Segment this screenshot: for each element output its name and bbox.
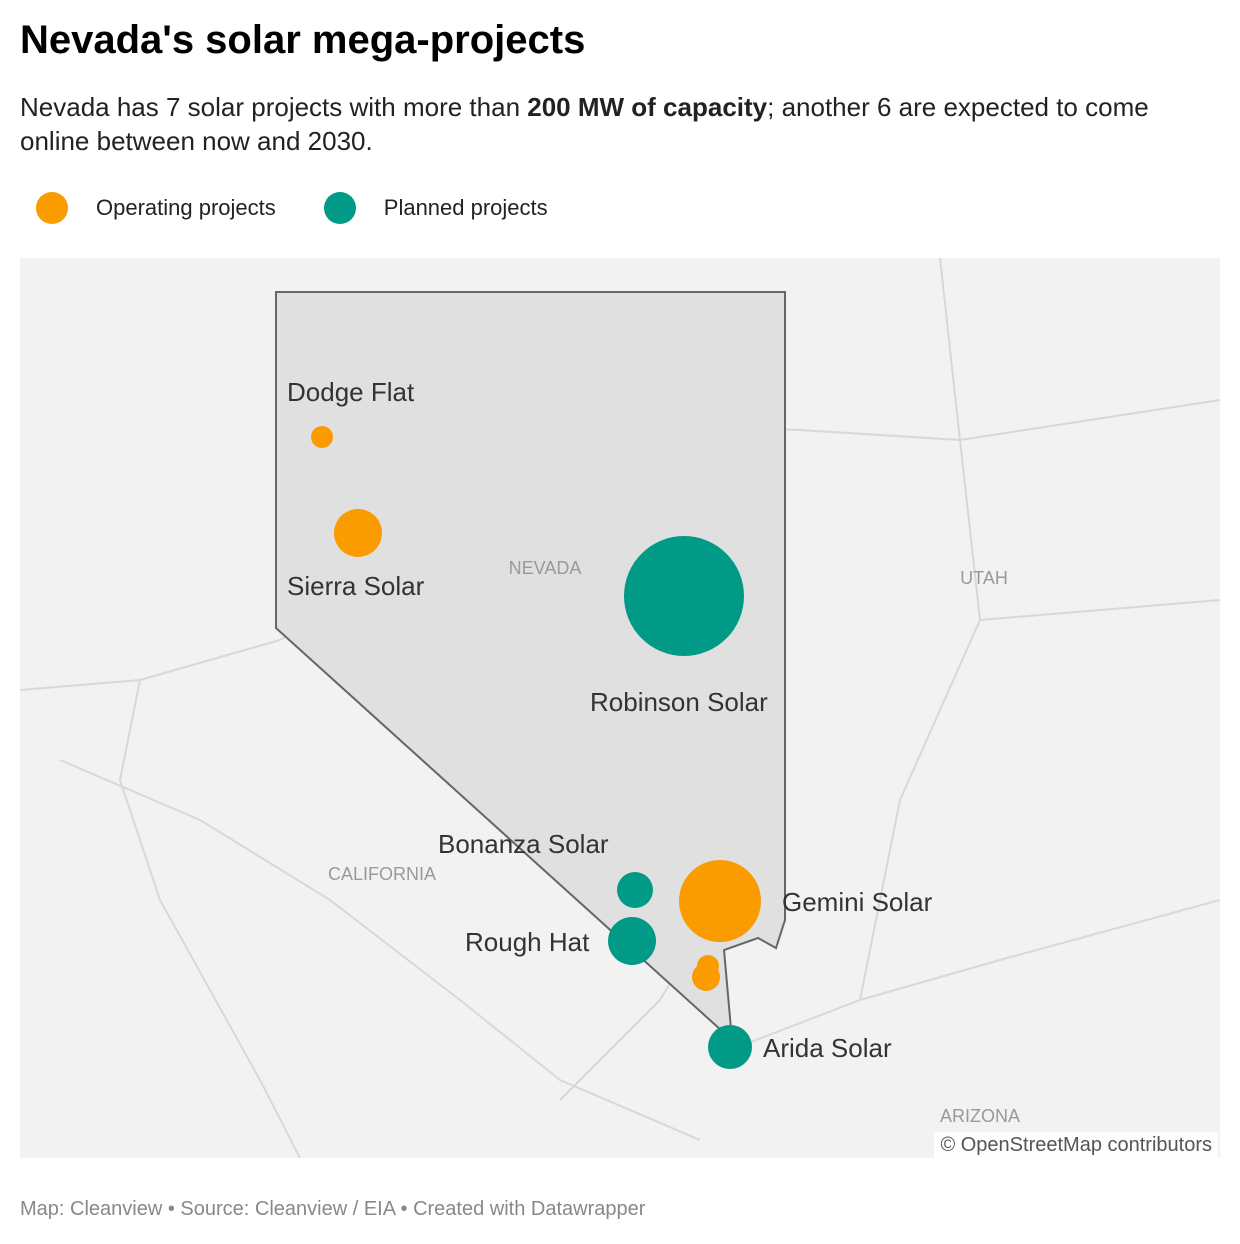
nevada-outline: [275, 291, 786, 1043]
road: [59, 759, 701, 1141]
legend-label: Operating projects: [96, 195, 276, 220]
subtitle-bold: 200 MW of capacity: [527, 92, 768, 122]
subtitle: Nevada has 7 solar projects with more th…: [20, 90, 1200, 158]
operating-marker: [692, 963, 720, 991]
legend: Operating projects Planned projects: [36, 192, 548, 224]
footer: Map: Cleanview • Source: Cleanview / EIA…: [20, 1198, 646, 1220]
project-label: Arida Solar: [763, 1033, 892, 1063]
operating-marker: [334, 509, 382, 557]
region-label: CALIFORNIA: [328, 864, 436, 884]
road: [118, 679, 301, 1158]
road: [729, 899, 1220, 1051]
project-label: Dodge Flat: [287, 377, 415, 407]
legend-swatch: [36, 192, 68, 224]
roads: [20, 258, 1220, 1158]
map: NEVADA UTAH CALIFORNIA ARIZONA Dodge Fla…: [20, 258, 1220, 1158]
project-label: Rough Hat: [465, 927, 590, 957]
project-markers: [311, 426, 761, 1069]
subtitle-text: ; another 6 are expected to come online …: [20, 92, 1149, 156]
subtitle-text: Nevada has 7 solar projects with more th…: [20, 92, 528, 122]
planned-marker: [617, 872, 653, 908]
operating-marker: [311, 426, 333, 448]
legend-item: Operating projects: [36, 192, 276, 224]
title: Nevada's solar mega-projects: [20, 18, 586, 62]
region-label: ARIZONA: [940, 1106, 1020, 1126]
operating-marker: [679, 860, 761, 942]
project-label: Robinson Solar: [590, 687, 768, 717]
region-label: UTAH: [960, 568, 1008, 588]
planned-marker: [608, 917, 656, 965]
project-label: Bonanza Solar: [438, 829, 609, 859]
project-label: Sierra Solar: [287, 571, 425, 601]
legend-item: Planned projects: [323, 192, 548, 224]
legend-swatch: [323, 192, 356, 224]
planned-marker: [708, 1025, 752, 1069]
region-label: NEVADA: [509, 558, 582, 578]
road: [979, 599, 1220, 621]
attribution: © OpenStreetMap contributors: [934, 1132, 1218, 1159]
project-label: Gemini Solar: [782, 887, 933, 917]
planned-marker: [624, 536, 744, 656]
legend-label: Planned projects: [383, 195, 548, 220]
